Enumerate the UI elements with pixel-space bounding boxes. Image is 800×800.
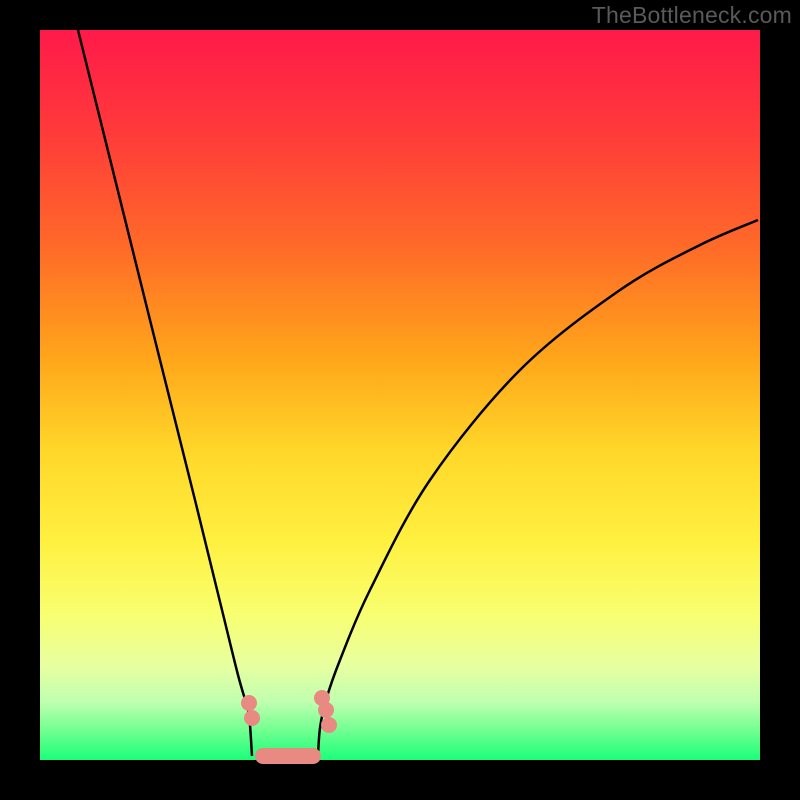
chart-container: TheBottleneck.com <box>0 0 800 800</box>
data-marker <box>321 717 337 733</box>
watermark-text: TheBottleneck.com <box>592 2 792 29</box>
data-marker <box>241 695 257 711</box>
plot-background <box>40 30 760 760</box>
data-marker-pill <box>255 748 321 764</box>
data-marker <box>318 702 334 718</box>
bottleneck-chart <box>0 0 800 800</box>
data-marker <box>244 710 260 726</box>
